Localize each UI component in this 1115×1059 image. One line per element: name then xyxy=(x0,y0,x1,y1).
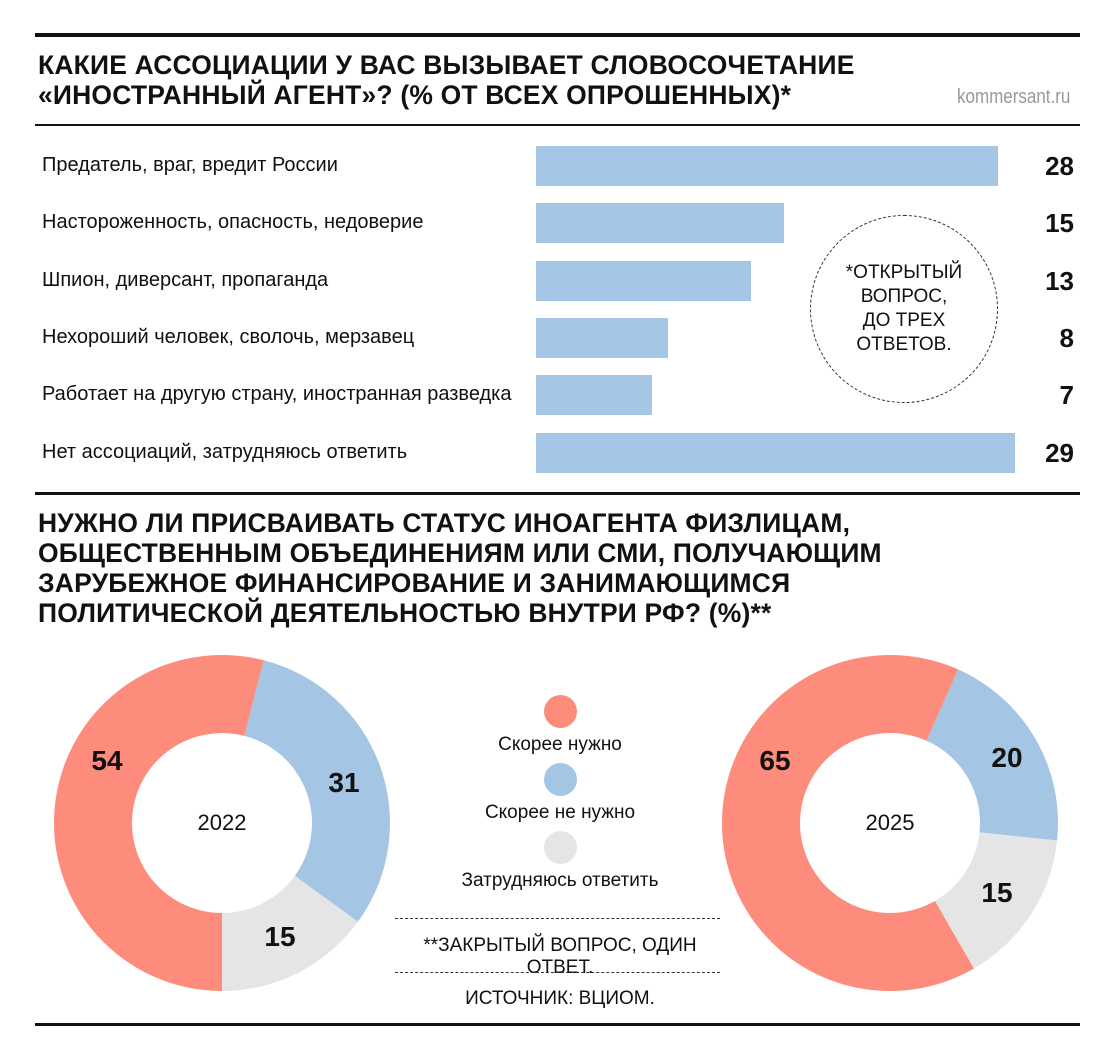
title-rule xyxy=(35,124,1080,126)
legend-label: Скорее нужно xyxy=(498,734,622,755)
bar xyxy=(536,375,652,416)
title-line: ЗАРУБЕЖНОЕ ФИНАНСИРОВАНИЕ И ЗАНИМАЮЩИМСЯ xyxy=(38,568,791,598)
title-line: ОБЩЕСТВЕННЫМ ОБЪЕДИНЕНИЯМ ИЛИ СМИ, ПОЛУЧ… xyxy=(38,538,882,568)
legend-label: Затрудняюсь ответить xyxy=(461,870,659,891)
donut-slice-unsure xyxy=(935,832,1058,969)
bar-value: 29 xyxy=(1045,437,1074,468)
bar-value: 7 xyxy=(1059,380,1074,411)
bar-row: Нехороший человек, сволочь, мерзавец 8 xyxy=(0,317,1115,358)
legend-item-unsure: Затрудняюсь ответить xyxy=(390,831,730,899)
donut-2022: 54 31 15 2022 xyxy=(54,655,390,991)
note-line: ВОПРОС, xyxy=(860,286,948,307)
note-line: ОТВЕТОВ. xyxy=(856,334,952,355)
bar-chart-title: КАКИЕ АССОЦИАЦИИ У ВАС ВЫЗЫВАЕТ СЛОВОСОЧ… xyxy=(38,50,855,110)
bar-label: Работает на другую страну, иностранная р… xyxy=(42,383,512,406)
donut-value-label: 54 xyxy=(91,745,123,776)
bar-label: Шпион, диверсант, пропаганда xyxy=(42,268,329,291)
bar xyxy=(536,432,1015,473)
bar-row: Предатель, враг, вредит России 28 xyxy=(0,146,1115,186)
donut-value-label: 31 xyxy=(328,767,360,798)
divider xyxy=(395,972,720,973)
donut-2025: 65 20 15 2025 xyxy=(722,655,1058,991)
bar-label: Настороженность, опасность, недоверие xyxy=(42,211,424,234)
section-rule xyxy=(35,492,1080,495)
legend: Скорее нужно Скорее не нужно Затрудняюсь… xyxy=(390,695,730,899)
top-rule xyxy=(35,33,1080,37)
donut-year: 2025 xyxy=(865,810,915,835)
title-line: ПОЛИТИЧЕСКОЙ ДЕЯТЕЛЬНОСТЬЮ ВНУТРИ РФ? (%… xyxy=(38,598,772,628)
donut-year: 2022 xyxy=(197,810,247,835)
donut-svg xyxy=(722,655,1058,991)
donut-value-label: 15 xyxy=(264,921,296,952)
bar-value: 13 xyxy=(1045,265,1074,296)
donut-chart-title: НУЖНО ЛИ ПРИСВАИВАТЬ СТАТУС ИНОАГЕНТА ФИ… xyxy=(38,508,882,628)
bar-value: 15 xyxy=(1045,208,1074,239)
donut-slice-unsure xyxy=(222,875,358,991)
donut-slice-no-need xyxy=(926,669,1058,841)
title-line: КАКИЕ АССОЦИАЦИИ У ВАС ВЫЗЫВАЕТ СЛОВОСОЧ… xyxy=(38,50,855,80)
divider xyxy=(395,918,720,919)
legend-swatch xyxy=(543,763,577,796)
note-line: *ОТКРЫТЫЙ xyxy=(845,262,963,283)
donut-value-label: 20 xyxy=(991,742,1023,773)
bar-row: Нет ассоциаций, затрудняюсь ответить 29 xyxy=(0,432,1115,473)
bar xyxy=(536,317,669,358)
bar xyxy=(536,203,784,244)
donut-value-label: 65 xyxy=(759,745,791,776)
note-line: ДО ТРЕХ xyxy=(862,310,946,331)
bar-row: Настороженность, опасность, недоверие 15 xyxy=(0,203,1115,244)
donut-value-label: 15 xyxy=(981,877,1013,908)
donut-slice-no-need xyxy=(244,660,390,922)
title-line: НУЖНО ЛИ ПРИСВАИВАТЬ СТАТУС ИНОАГЕНТА ФИ… xyxy=(38,508,851,538)
legend-swatch xyxy=(543,695,577,728)
bar-label: Нет ассоциаций, затрудняюсь ответить xyxy=(42,440,408,463)
legend-label: Скорее не нужно xyxy=(484,802,636,823)
bar-label: Предатель, враг, вредит России xyxy=(42,154,338,176)
donut-slice-need xyxy=(54,655,264,991)
open-question-note: *ОТКРЫТЫЙ ВОПРОС, ДО ТРЕХ ОТВЕТОВ. xyxy=(810,215,998,403)
site-credit: kommersant.ru xyxy=(956,86,1070,108)
legend-swatch xyxy=(543,831,577,864)
donut-slice-need xyxy=(722,655,974,991)
bar-row: Шпион, диверсант, пропаганда 13 xyxy=(0,260,1115,301)
bar xyxy=(536,260,751,301)
bar xyxy=(536,146,999,186)
legend-item-need: Скорее нужно xyxy=(390,695,730,763)
bottom-rule xyxy=(35,1023,1080,1026)
legend-item-no-need: Скорее не нужно xyxy=(390,763,730,831)
bar-row: Работает на другую страну, иностранная р… xyxy=(0,375,1115,416)
bar-label: Нехороший человек, сволочь, мерзавец xyxy=(42,325,415,348)
bar-value: 28 xyxy=(1045,151,1074,181)
donut-svg xyxy=(54,655,390,991)
bar-value: 8 xyxy=(1059,322,1074,353)
source: ИСТОЧНИК: ВЦИОМ. xyxy=(465,988,655,1009)
title-line: «ИНОСТРАННЫЙ АГЕНТ»? (% ОТ ВСЕХ ОПРОШЕНН… xyxy=(38,80,792,110)
